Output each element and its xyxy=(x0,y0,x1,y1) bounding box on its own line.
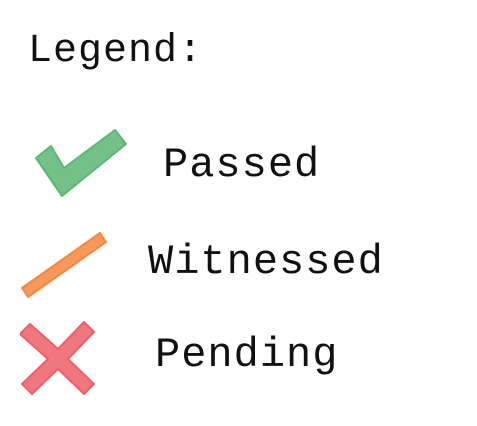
cross-icon xyxy=(20,321,95,395)
legend-label-passed: Passed xyxy=(163,141,321,189)
checkmark-icon xyxy=(35,129,127,197)
legend-label-witnessed: Witnessed xyxy=(148,238,384,286)
legend-item-pending: Pending xyxy=(0,312,477,395)
legend-item-passed: Passed xyxy=(0,120,477,200)
legend-title: Legend: xyxy=(28,29,204,74)
legend-item-witnessed: Witnessed xyxy=(0,215,477,298)
slash-icon xyxy=(21,232,107,298)
legend-label-pending: Pending xyxy=(155,331,339,379)
